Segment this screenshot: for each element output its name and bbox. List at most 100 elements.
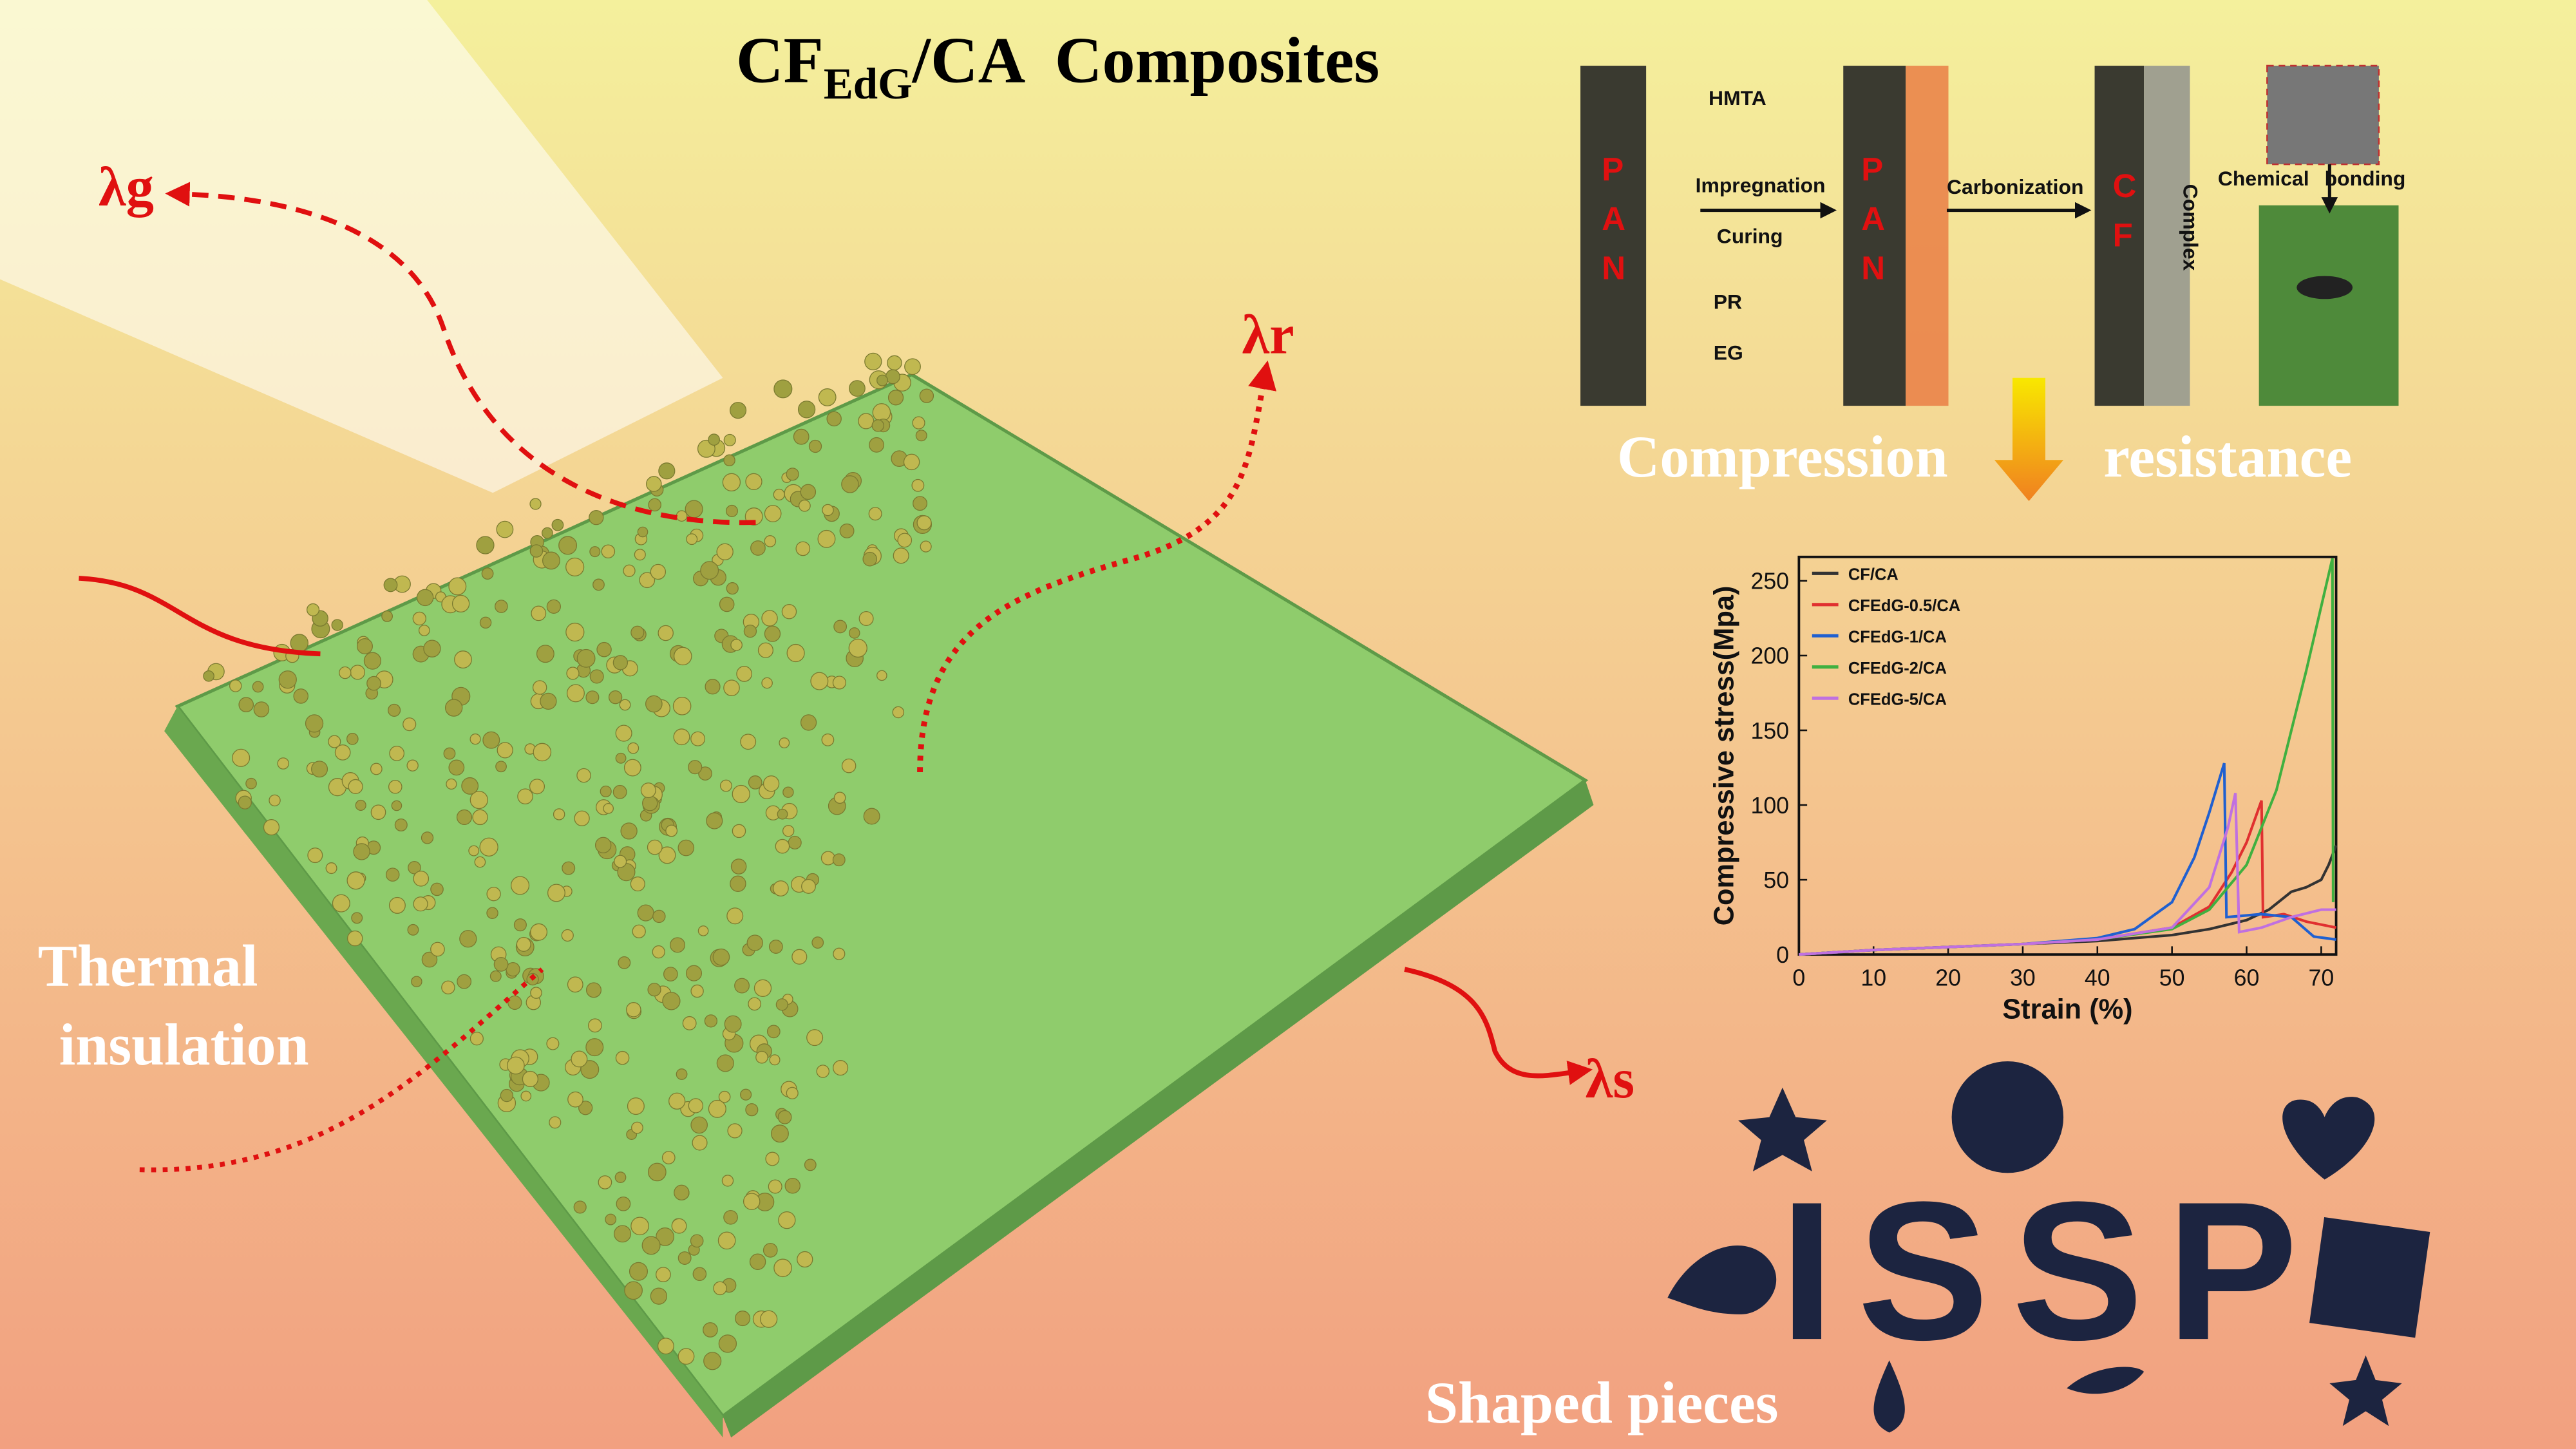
particle — [764, 505, 782, 522]
particle — [661, 1151, 676, 1164]
particle — [353, 843, 370, 860]
particle — [708, 433, 720, 446]
particle — [418, 625, 430, 636]
particle — [808, 439, 822, 453]
particle — [839, 523, 855, 538]
star — [1738, 1087, 1827, 1171]
particle — [278, 670, 297, 689]
particle — [672, 697, 692, 715]
particle — [686, 533, 698, 545]
particle — [841, 758, 857, 773]
particle — [423, 639, 441, 658]
particle — [468, 845, 480, 857]
particle — [448, 759, 465, 776]
particle — [772, 880, 789, 896]
leaf — [2067, 1367, 2145, 1394]
particle — [532, 680, 547, 695]
particle — [355, 799, 366, 811]
particle — [263, 819, 280, 836]
particle — [858, 611, 874, 626]
particle — [761, 610, 778, 627]
particle — [495, 600, 508, 613]
particle — [413, 870, 430, 887]
particle — [755, 1050, 768, 1064]
particle — [614, 1171, 627, 1184]
fiber — [2094, 66, 2145, 406]
particle — [784, 1178, 801, 1194]
particle — [745, 1103, 759, 1117]
particle — [486, 887, 501, 902]
plant-photo — [2259, 205, 2399, 406]
particle — [688, 760, 703, 775]
gas-path — [165, 182, 756, 526]
particle — [674, 1184, 690, 1201]
particle — [253, 701, 270, 717]
particle — [723, 1209, 738, 1225]
particle — [818, 388, 837, 406]
label: HMTA — [1709, 86, 1766, 109]
particle — [773, 1258, 792, 1278]
particle — [585, 1038, 604, 1057]
particle — [745, 473, 762, 491]
particle — [533, 743, 552, 762]
particle — [394, 818, 408, 832]
particle — [637, 904, 654, 922]
particle — [797, 401, 816, 419]
particle — [648, 498, 661, 512]
light-beam — [0, 0, 723, 493]
particle — [576, 768, 591, 783]
particle — [849, 380, 866, 397]
particle — [615, 752, 627, 764]
particle — [703, 1352, 722, 1370]
particle — [627, 742, 639, 754]
x-tick-label: 70 — [2309, 965, 2334, 991]
particle — [766, 1025, 781, 1039]
particle — [652, 909, 666, 923]
particle — [456, 809, 473, 826]
particle — [529, 498, 542, 510]
particle — [331, 619, 343, 631]
particle — [370, 804, 386, 820]
particle — [740, 734, 757, 750]
particle — [872, 403, 891, 422]
particle — [600, 785, 612, 797]
particle — [688, 1098, 704, 1113]
particle — [620, 822, 638, 840]
particle — [615, 724, 632, 742]
particle — [391, 800, 402, 811]
particle — [489, 970, 502, 982]
particle — [630, 625, 645, 639]
particle — [817, 529, 836, 548]
particle — [615, 1050, 630, 1065]
solid-label: λs — [1586, 1048, 1634, 1110]
particle — [832, 853, 846, 867]
particle — [750, 540, 766, 556]
particle — [479, 616, 492, 629]
heart — [2282, 1097, 2375, 1180]
down-arrow — [1994, 377, 2064, 502]
particle — [642, 795, 658, 811]
particle — [624, 1281, 643, 1300]
caption: Compression — [1617, 424, 1948, 489]
particle — [658, 846, 676, 864]
particle — [662, 992, 681, 1010]
particle — [547, 884, 565, 902]
particle — [238, 795, 252, 810]
particle — [782, 786, 794, 798]
particle — [346, 871, 365, 890]
particle — [546, 1037, 560, 1050]
particle — [690, 1234, 704, 1248]
particle — [916, 515, 932, 531]
particle — [762, 1242, 778, 1258]
particle — [903, 453, 920, 471]
particle — [507, 995, 522, 1010]
particle — [919, 388, 934, 403]
particle — [618, 956, 631, 969]
particle — [421, 831, 434, 844]
radiation-label: λr — [1242, 303, 1294, 365]
particle — [848, 627, 860, 639]
particle — [841, 475, 859, 493]
particle — [697, 925, 709, 936]
fiber-letter: P — [1602, 151, 1624, 188]
particle — [351, 912, 363, 924]
